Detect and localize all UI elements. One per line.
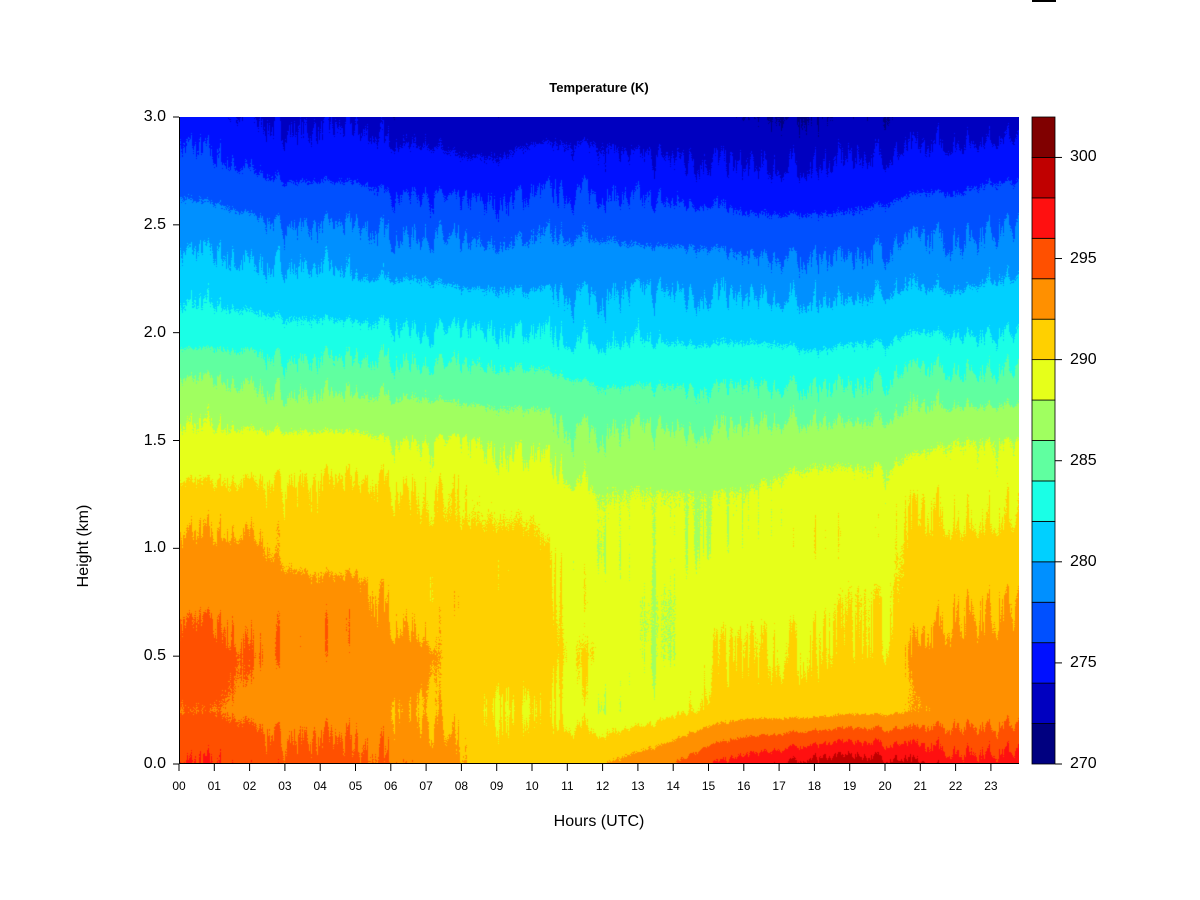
x-tick-label: 07 xyxy=(419,779,433,793)
x-tick-label: 13 xyxy=(631,779,645,793)
colorbar-band xyxy=(1031,520,1056,563)
x-tick-label: 10 xyxy=(525,779,539,793)
x-tick-label: 22 xyxy=(948,779,963,793)
colorbar-band xyxy=(1031,359,1056,401)
x-tick-label: 12 xyxy=(595,779,610,793)
chart-title: Temperature (K) xyxy=(549,80,649,95)
colorbar-band xyxy=(1031,318,1056,361)
x-tick-label: 08 xyxy=(454,779,469,793)
colorbar-tick-label: 290 xyxy=(1070,350,1097,368)
colorbar-tick-label: 270 xyxy=(1070,755,1097,772)
colorbar-band xyxy=(1031,197,1056,239)
y-axis-label: Height (km) xyxy=(75,504,92,588)
y-tick-label: 0.0 xyxy=(143,755,166,772)
y-tick-label: 1.5 xyxy=(143,431,166,449)
x-tick-label: 18 xyxy=(807,779,822,793)
colorbar-tick-label: 275 xyxy=(1070,653,1097,671)
y-tick-label: 3.0 xyxy=(143,108,166,125)
colorbar-band xyxy=(1031,601,1056,644)
temperature-heatmap xyxy=(179,117,1019,764)
x-tick-label: 09 xyxy=(490,779,504,793)
y-tick-label: 1.0 xyxy=(143,539,166,557)
colorbar-tick-label: 300 xyxy=(1070,148,1097,166)
colorbar-tick-label: 295 xyxy=(1070,249,1097,267)
colorbar-band xyxy=(1031,278,1056,320)
x-tick-label: 00 xyxy=(172,779,186,793)
x-tick-label: 06 xyxy=(384,779,398,793)
colorbar-band xyxy=(1031,440,1056,482)
colorbar-band xyxy=(1031,723,1056,765)
corner-mark xyxy=(1032,0,1056,2)
x-tick-label: 03 xyxy=(278,779,292,793)
y-tick-label: 0.5 xyxy=(143,647,166,665)
colorbar-band xyxy=(1031,237,1056,280)
x-tick-label: 01 xyxy=(207,779,221,793)
colorbar-band xyxy=(1031,116,1056,158)
y-tick-label: 2.0 xyxy=(143,323,166,341)
x-tick-label: 19 xyxy=(843,779,857,793)
x-tick-label: 15 xyxy=(701,779,716,793)
colorbar-tick-label: 285 xyxy=(1070,451,1097,469)
colorbar-tick-label: 280 xyxy=(1070,552,1097,570)
x-tick-label: 20 xyxy=(878,779,892,793)
x-tick-label: 17 xyxy=(772,779,786,793)
colorbar-band xyxy=(1031,480,1056,522)
colorbar-band xyxy=(1031,157,1056,199)
x-tick-label: 14 xyxy=(666,779,680,793)
y-tick-label: 2.5 xyxy=(143,215,166,233)
x-tick-label: 02 xyxy=(242,779,257,793)
x-tick-label: 21 xyxy=(913,779,927,793)
colorbar-band xyxy=(1031,642,1056,684)
colorbar-band xyxy=(1031,561,1056,603)
colorbar-band xyxy=(1031,682,1056,724)
plot-axes-frame xyxy=(179,117,1019,764)
x-tick-label: 04 xyxy=(313,779,327,793)
x-tick-label: 05 xyxy=(348,779,363,793)
colorbar-band xyxy=(1031,399,1056,441)
x-tick-label: 23 xyxy=(984,779,998,793)
x-axis-label: Hours (UTC) xyxy=(553,813,645,830)
x-tick-label: 11 xyxy=(561,779,574,793)
x-tick-label: 16 xyxy=(737,779,751,793)
